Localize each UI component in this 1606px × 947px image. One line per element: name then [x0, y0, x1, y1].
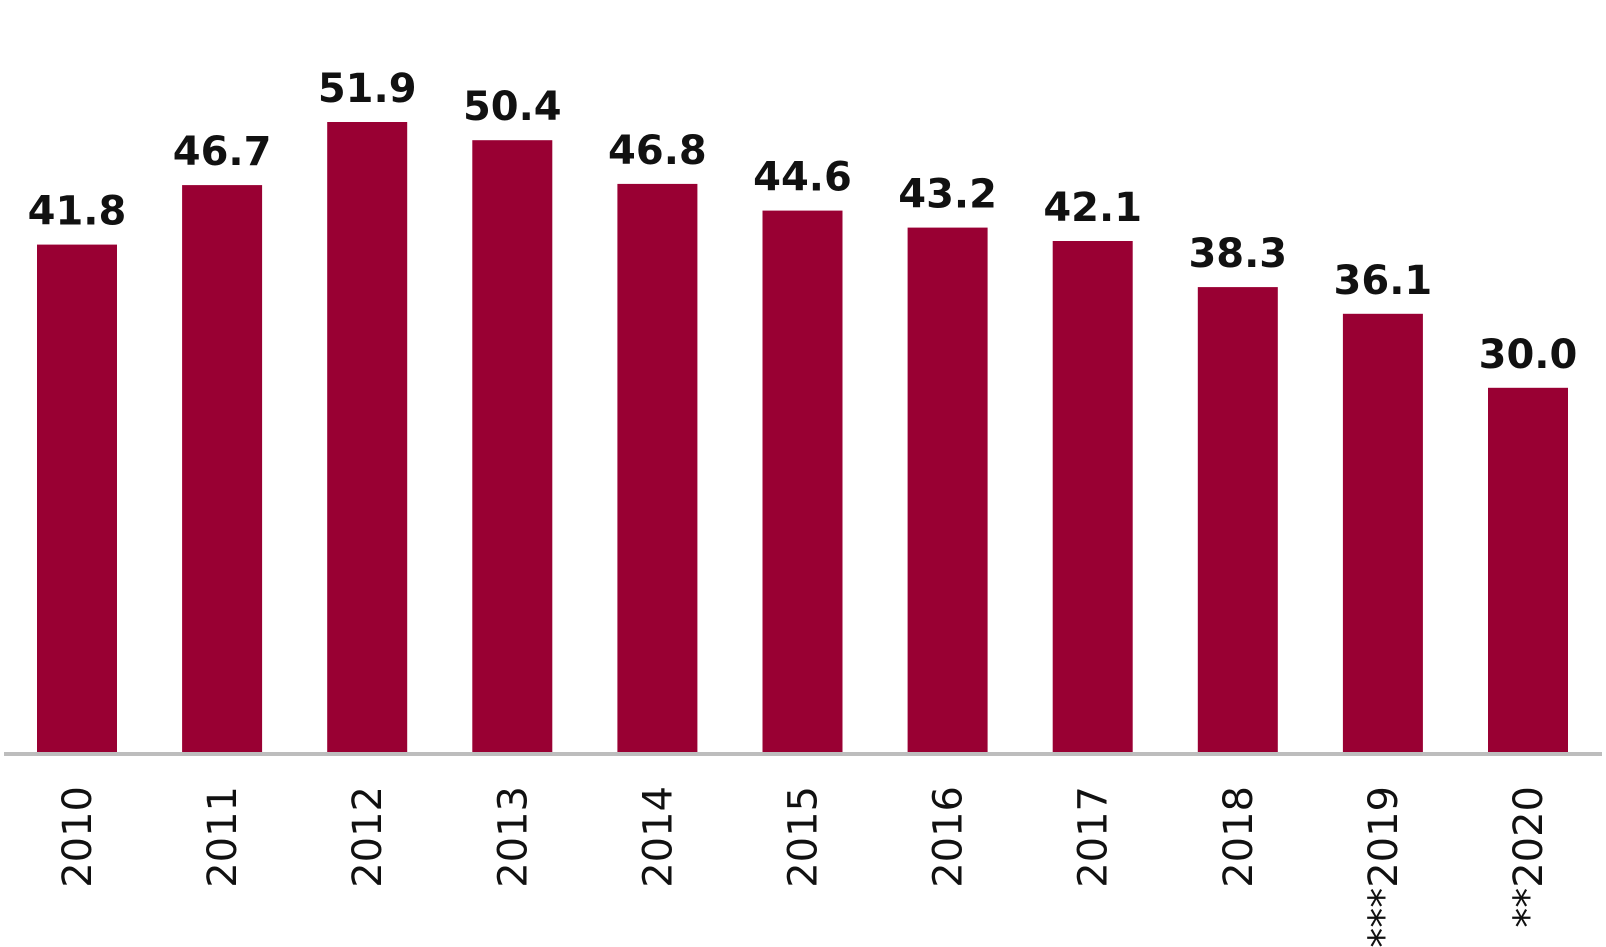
bar-2010	[37, 244, 117, 752]
bar-2014	[617, 183, 698, 752]
value-label-2014: 46.8	[608, 128, 707, 174]
x-tick-label-**2020: **2020	[1506, 786, 1552, 928]
bars-group	[37, 122, 1568, 753]
x-tick-label-2011: 2011	[200, 786, 246, 888]
bar-2016	[907, 227, 988, 753]
x-tick-label-2013: 2013	[490, 786, 536, 888]
x-tick-label-2010: 2010	[55, 786, 101, 888]
x-tick-label-2012: 2012	[345, 786, 391, 888]
x-tick-label-2014: 2014	[635, 786, 681, 888]
value-label-2010: 41.8	[28, 189, 127, 235]
value-label-2016: 43.2	[898, 172, 997, 218]
bar-**2020	[1488, 387, 1568, 752]
bar-***2019	[1342, 313, 1423, 752]
x-tick-labels-group: 2010 2011 2012 2013 2014 2015 2016 2017 2018 ***2…	[55, 786, 1552, 947]
x-tick-label-***2019: ***2019	[1361, 786, 1407, 947]
value-label-2012: 51.9	[318, 66, 417, 112]
x-tick-label-2016: 2016	[926, 786, 972, 888]
value-label-2018: 38.3	[1188, 231, 1287, 277]
value-labels-group: 41.8 46.7 51.9 50.4 46.8 44.6 43.2 42.1 38.3 36.1…	[28, 66, 1578, 378]
bar-2018	[1197, 287, 1278, 752]
x-tick-label-2018: 2018	[1216, 786, 1262, 888]
bar-2017	[1052, 241, 1133, 752]
value-label-2011: 46.7	[173, 129, 272, 175]
value-label-**2020: 30.0	[1479, 332, 1578, 378]
bar-2012	[327, 122, 408, 752]
value-label-2015: 44.6	[753, 155, 852, 201]
bar-2015	[762, 210, 843, 753]
value-label-2013: 50.4	[463, 84, 562, 130]
bar-2013	[472, 140, 553, 752]
value-label-***2019: 36.1	[1334, 258, 1433, 304]
bar-2011	[182, 185, 263, 753]
x-tick-label-2015: 2015	[781, 786, 827, 888]
x-tick-label-2017: 2017	[1071, 786, 1117, 888]
value-label-2017: 42.1	[1043, 185, 1142, 231]
